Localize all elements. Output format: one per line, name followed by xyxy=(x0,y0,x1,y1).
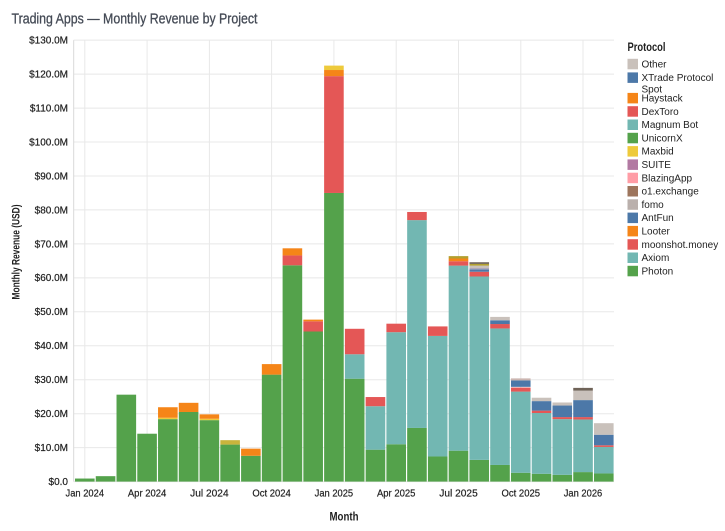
svg-text:Magnum Bot: Magnum Bot xyxy=(642,120,699,131)
svg-text:$90.0M: $90.0M xyxy=(35,171,68,182)
svg-text:moonshot.money: moonshot.money xyxy=(642,240,719,251)
svg-text:Maxbid: Maxbid xyxy=(642,147,674,158)
svg-text:Jul 2024: Jul 2024 xyxy=(190,488,229,500)
svg-text:fomo: fomo xyxy=(642,200,665,211)
svg-text:$120.0M: $120.0M xyxy=(29,70,68,81)
svg-text:Oct 2024: Oct 2024 xyxy=(252,488,291,500)
svg-text:$20.0M: $20.0M xyxy=(35,409,68,420)
svg-text:Trading Apps — Monthly Revenue: Trading Apps — Monthly Revenue by Projec… xyxy=(12,11,258,27)
svg-text:Axiom: Axiom xyxy=(642,253,670,264)
svg-text:$0.0: $0.0 xyxy=(49,477,69,488)
svg-text:Jan 2025: Jan 2025 xyxy=(315,488,354,500)
svg-text:Looter: Looter xyxy=(642,227,671,238)
svg-text:DexToro: DexToro xyxy=(642,107,680,118)
svg-text:Apr 2025: Apr 2025 xyxy=(377,488,416,500)
svg-text:o1.exchange: o1.exchange xyxy=(642,187,700,198)
svg-text:$100.0M: $100.0M xyxy=(29,137,68,148)
svg-text:$50.0M: $50.0M xyxy=(35,307,68,318)
svg-text:Haystack: Haystack xyxy=(642,94,684,105)
svg-text:Apr 2024: Apr 2024 xyxy=(128,488,167,500)
svg-text:$40.0M: $40.0M xyxy=(35,341,68,352)
svg-text:$130.0M: $130.0M xyxy=(29,36,68,47)
svg-text:Protocol: Protocol xyxy=(628,40,666,54)
svg-text:$110.0M: $110.0M xyxy=(30,104,68,115)
svg-text:Jan 2024: Jan 2024 xyxy=(66,488,105,500)
svg-text:Jul 2025: Jul 2025 xyxy=(439,488,478,500)
svg-text:UnicornX: UnicornX xyxy=(642,133,683,144)
svg-text:$80.0M: $80.0M xyxy=(35,205,68,216)
svg-text:$60.0M: $60.0M xyxy=(35,273,68,284)
svg-text:$30.0M: $30.0M xyxy=(35,375,68,386)
svg-text:BlazingApp: BlazingApp xyxy=(642,173,693,184)
svg-text:Month: Month xyxy=(330,510,359,524)
svg-text:Other: Other xyxy=(642,59,668,70)
svg-text:AntFun: AntFun xyxy=(642,213,674,224)
svg-text:Oct 2025: Oct 2025 xyxy=(502,488,541,500)
svg-text:XTrade Protocol: XTrade Protocol xyxy=(642,73,714,84)
svg-text:$10.0M: $10.0M xyxy=(35,443,68,454)
svg-text:Spot: Spot xyxy=(642,85,663,96)
svg-text:SUITE: SUITE xyxy=(642,160,672,171)
svg-text:Jan 2026: Jan 2026 xyxy=(564,488,603,500)
svg-text:Photon: Photon xyxy=(642,266,674,277)
svg-text:$70.0M: $70.0M xyxy=(35,239,68,250)
svg-text:Monthly Revenue (USD): Monthly Revenue (USD) xyxy=(11,204,23,299)
